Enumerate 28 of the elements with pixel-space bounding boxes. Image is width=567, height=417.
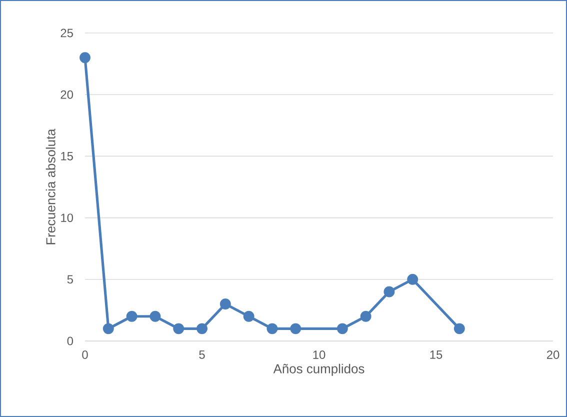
y-tick-label: 0 (67, 336, 74, 346)
x-tick-label: 15 (430, 350, 442, 359)
y-tick-label: 15 (61, 152, 73, 160)
x-axis-title: Años cumplidos (273, 364, 364, 376)
point (150, 310, 161, 322)
point (266, 323, 278, 334)
x-tick-label: 10 (313, 350, 326, 359)
point (243, 310, 254, 322)
point (336, 323, 348, 334)
y-tick-label: 25 (60, 28, 73, 38)
point (384, 286, 395, 298)
y-axis-title: Frecuencia absoluta (46, 128, 56, 244)
point (80, 52, 90, 64)
point (220, 298, 231, 310)
point (196, 323, 208, 334)
point (454, 323, 465, 334)
point (126, 310, 138, 322)
point (360, 310, 372, 322)
y-tick-label: 10 (61, 214, 74, 222)
point (173, 323, 184, 334)
point (290, 323, 302, 334)
x-tick-label: 20 (546, 350, 560, 359)
y-tick-label: 5 (67, 275, 73, 284)
x-tick-label: 5 (199, 350, 205, 359)
y-tick-label: 20 (60, 90, 74, 99)
point (407, 274, 418, 285)
point (102, 323, 114, 334)
x-tick-label: 0 (82, 350, 88, 359)
